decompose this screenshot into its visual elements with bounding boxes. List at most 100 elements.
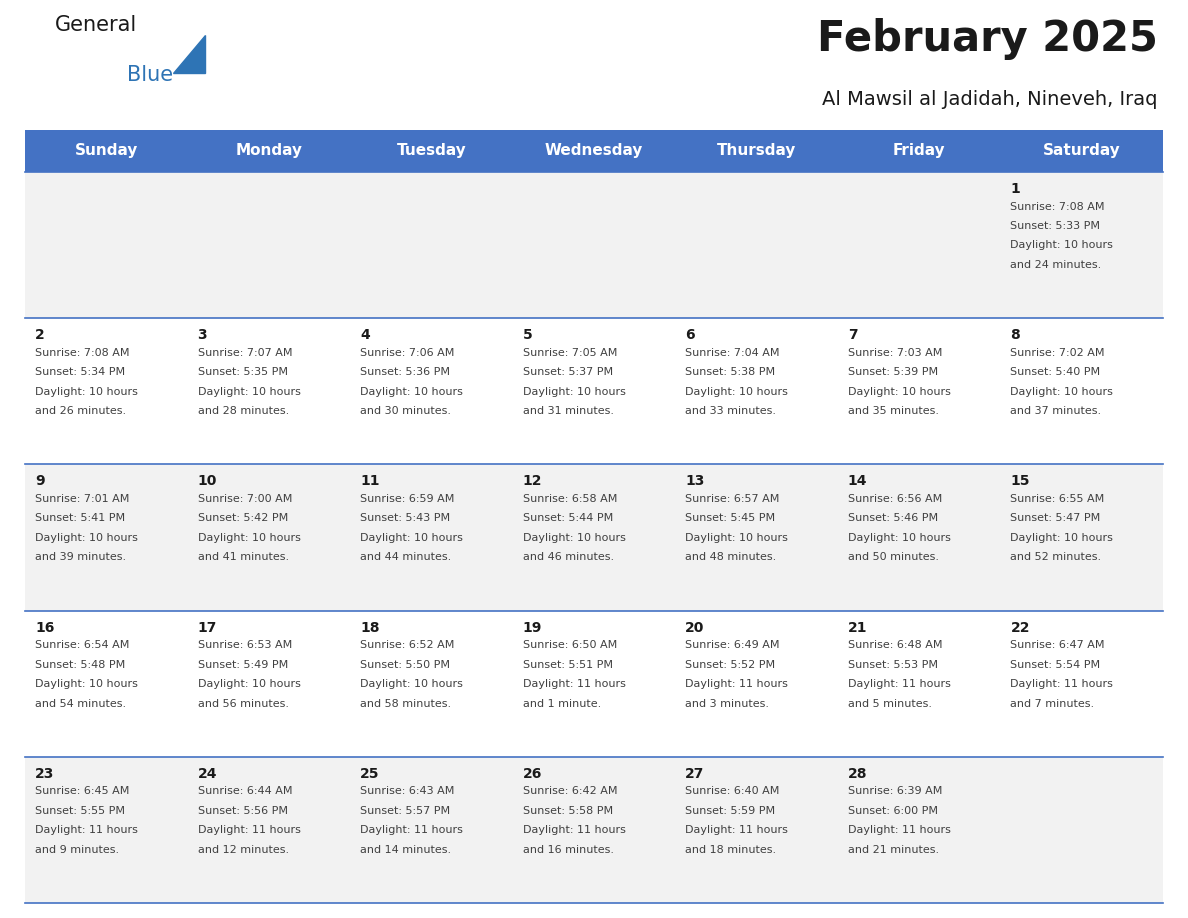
Text: 10: 10 [197, 475, 217, 488]
Text: Sunset: 5:49 PM: Sunset: 5:49 PM [197, 660, 287, 669]
Text: Sunset: 6:00 PM: Sunset: 6:00 PM [848, 806, 937, 816]
Text: 14: 14 [848, 475, 867, 488]
Text: Sunset: 5:51 PM: Sunset: 5:51 PM [523, 660, 613, 669]
Text: Al Mawsil al Jadidah, Nineveh, Iraq: Al Mawsil al Jadidah, Nineveh, Iraq [822, 90, 1158, 109]
Text: Sunset: 5:45 PM: Sunset: 5:45 PM [685, 513, 776, 523]
Text: Daylight: 11 hours: Daylight: 11 hours [1011, 679, 1113, 689]
Text: and 46 minutes.: and 46 minutes. [523, 553, 614, 563]
Text: and 21 minutes.: and 21 minutes. [848, 845, 939, 855]
Text: Sunset: 5:55 PM: Sunset: 5:55 PM [34, 806, 125, 816]
Text: 16: 16 [34, 621, 55, 634]
Text: Daylight: 11 hours: Daylight: 11 hours [848, 679, 950, 689]
Text: Daylight: 10 hours: Daylight: 10 hours [197, 533, 301, 543]
Text: 19: 19 [523, 621, 542, 634]
Text: Sunset: 5:48 PM: Sunset: 5:48 PM [34, 660, 125, 669]
Text: Sunrise: 6:57 AM: Sunrise: 6:57 AM [685, 494, 779, 504]
Text: 18: 18 [360, 621, 380, 634]
Bar [25, 130, 1163, 172]
Text: Sunrise: 6:58 AM: Sunrise: 6:58 AM [523, 494, 617, 504]
Text: Daylight: 10 hours: Daylight: 10 hours [523, 533, 626, 543]
Text: Sunrise: 7:08 AM: Sunrise: 7:08 AM [34, 348, 129, 358]
Text: Sunrise: 6:44 AM: Sunrise: 6:44 AM [197, 787, 292, 796]
Text: Sunset: 5:35 PM: Sunset: 5:35 PM [197, 367, 287, 377]
Text: Daylight: 11 hours: Daylight: 11 hours [34, 825, 138, 835]
Text: Daylight: 10 hours: Daylight: 10 hours [34, 533, 138, 543]
Text: and 18 minutes.: and 18 minutes. [685, 845, 777, 855]
Text: and 35 minutes.: and 35 minutes. [848, 406, 939, 416]
Text: Daylight: 11 hours: Daylight: 11 hours [685, 679, 788, 689]
Text: Daylight: 11 hours: Daylight: 11 hours [848, 825, 950, 835]
Text: Daylight: 11 hours: Daylight: 11 hours [360, 825, 463, 835]
Text: Daylight: 10 hours: Daylight: 10 hours [34, 679, 138, 689]
Text: 15: 15 [1011, 475, 1030, 488]
Text: and 44 minutes.: and 44 minutes. [360, 553, 451, 563]
Text: and 12 minutes.: and 12 minutes. [197, 845, 289, 855]
Text: 8: 8 [1011, 329, 1020, 342]
Text: Sunrise: 6:47 AM: Sunrise: 6:47 AM [1011, 640, 1105, 650]
Text: Daylight: 10 hours: Daylight: 10 hours [848, 386, 950, 397]
Text: Tuesday: Tuesday [397, 143, 467, 159]
Text: Sunrise: 6:56 AM: Sunrise: 6:56 AM [848, 494, 942, 504]
Text: Sunrise: 6:59 AM: Sunrise: 6:59 AM [360, 494, 455, 504]
Text: 24: 24 [197, 767, 217, 781]
Text: Sunset: 5:56 PM: Sunset: 5:56 PM [197, 806, 287, 816]
Text: Sunrise: 7:06 AM: Sunrise: 7:06 AM [360, 348, 455, 358]
Text: Daylight: 10 hours: Daylight: 10 hours [1011, 533, 1113, 543]
Text: Sunset: 5:37 PM: Sunset: 5:37 PM [523, 367, 613, 377]
Text: Sunrise: 6:45 AM: Sunrise: 6:45 AM [34, 787, 129, 796]
Text: February 2025: February 2025 [817, 18, 1158, 60]
Text: Sunrise: 7:05 AM: Sunrise: 7:05 AM [523, 348, 617, 358]
Text: Daylight: 10 hours: Daylight: 10 hours [1011, 386, 1113, 397]
Text: Sunset: 5:42 PM: Sunset: 5:42 PM [197, 513, 287, 523]
Text: 23: 23 [34, 767, 55, 781]
Text: Sunset: 5:59 PM: Sunset: 5:59 PM [685, 806, 776, 816]
Text: Daylight: 10 hours: Daylight: 10 hours [197, 679, 301, 689]
Text: Daylight: 11 hours: Daylight: 11 hours [197, 825, 301, 835]
Text: Sunrise: 7:04 AM: Sunrise: 7:04 AM [685, 348, 779, 358]
Text: and 5 minutes.: and 5 minutes. [848, 699, 931, 709]
Text: 17: 17 [197, 621, 217, 634]
Text: and 39 minutes.: and 39 minutes. [34, 553, 126, 563]
Text: Sunset: 5:53 PM: Sunset: 5:53 PM [848, 660, 937, 669]
Text: Daylight: 10 hours: Daylight: 10 hours [523, 386, 626, 397]
Text: and 16 minutes.: and 16 minutes. [523, 845, 614, 855]
Text: 6: 6 [685, 329, 695, 342]
Text: 21: 21 [848, 621, 867, 634]
Text: Daylight: 11 hours: Daylight: 11 hours [685, 825, 788, 835]
Text: and 1 minute.: and 1 minute. [523, 699, 601, 709]
Text: 28: 28 [848, 767, 867, 781]
Text: and 24 minutes.: and 24 minutes. [1011, 260, 1101, 270]
Text: Daylight: 11 hours: Daylight: 11 hours [523, 679, 626, 689]
Polygon shape [173, 35, 206, 73]
Text: 12: 12 [523, 475, 542, 488]
Text: Sunset: 5:57 PM: Sunset: 5:57 PM [360, 806, 450, 816]
Text: Sunrise: 6:39 AM: Sunrise: 6:39 AM [848, 787, 942, 796]
Text: Sunday: Sunday [75, 143, 138, 159]
Text: Sunrise: 6:52 AM: Sunrise: 6:52 AM [360, 640, 455, 650]
Text: Sunrise: 7:02 AM: Sunrise: 7:02 AM [1011, 348, 1105, 358]
Text: Daylight: 10 hours: Daylight: 10 hours [685, 533, 788, 543]
Text: and 56 minutes.: and 56 minutes. [197, 699, 289, 709]
Text: Sunset: 5:39 PM: Sunset: 5:39 PM [848, 367, 939, 377]
Text: Sunset: 5:50 PM: Sunset: 5:50 PM [360, 660, 450, 669]
Text: and 52 minutes.: and 52 minutes. [1011, 553, 1101, 563]
Text: 3: 3 [197, 329, 207, 342]
Text: and 9 minutes.: and 9 minutes. [34, 845, 119, 855]
Text: 13: 13 [685, 475, 704, 488]
Text: Sunset: 5:33 PM: Sunset: 5:33 PM [1011, 221, 1100, 231]
Text: Sunset: 5:54 PM: Sunset: 5:54 PM [1011, 660, 1100, 669]
Text: and 33 minutes.: and 33 minutes. [685, 406, 776, 416]
Text: Sunset: 5:47 PM: Sunset: 5:47 PM [1011, 513, 1100, 523]
Text: Daylight: 10 hours: Daylight: 10 hours [197, 386, 301, 397]
Text: Saturday: Saturday [1043, 143, 1120, 159]
Text: 26: 26 [523, 767, 542, 781]
Text: Sunset: 5:38 PM: Sunset: 5:38 PM [685, 367, 776, 377]
Text: and 37 minutes.: and 37 minutes. [1011, 406, 1101, 416]
Text: Sunrise: 7:07 AM: Sunrise: 7:07 AM [197, 348, 292, 358]
Text: and 41 minutes.: and 41 minutes. [197, 553, 289, 563]
Text: 7: 7 [848, 329, 858, 342]
Text: Sunrise: 7:08 AM: Sunrise: 7:08 AM [1011, 201, 1105, 211]
Text: 2: 2 [34, 329, 45, 342]
Text: 25: 25 [360, 767, 380, 781]
Text: Daylight: 10 hours: Daylight: 10 hours [360, 533, 463, 543]
